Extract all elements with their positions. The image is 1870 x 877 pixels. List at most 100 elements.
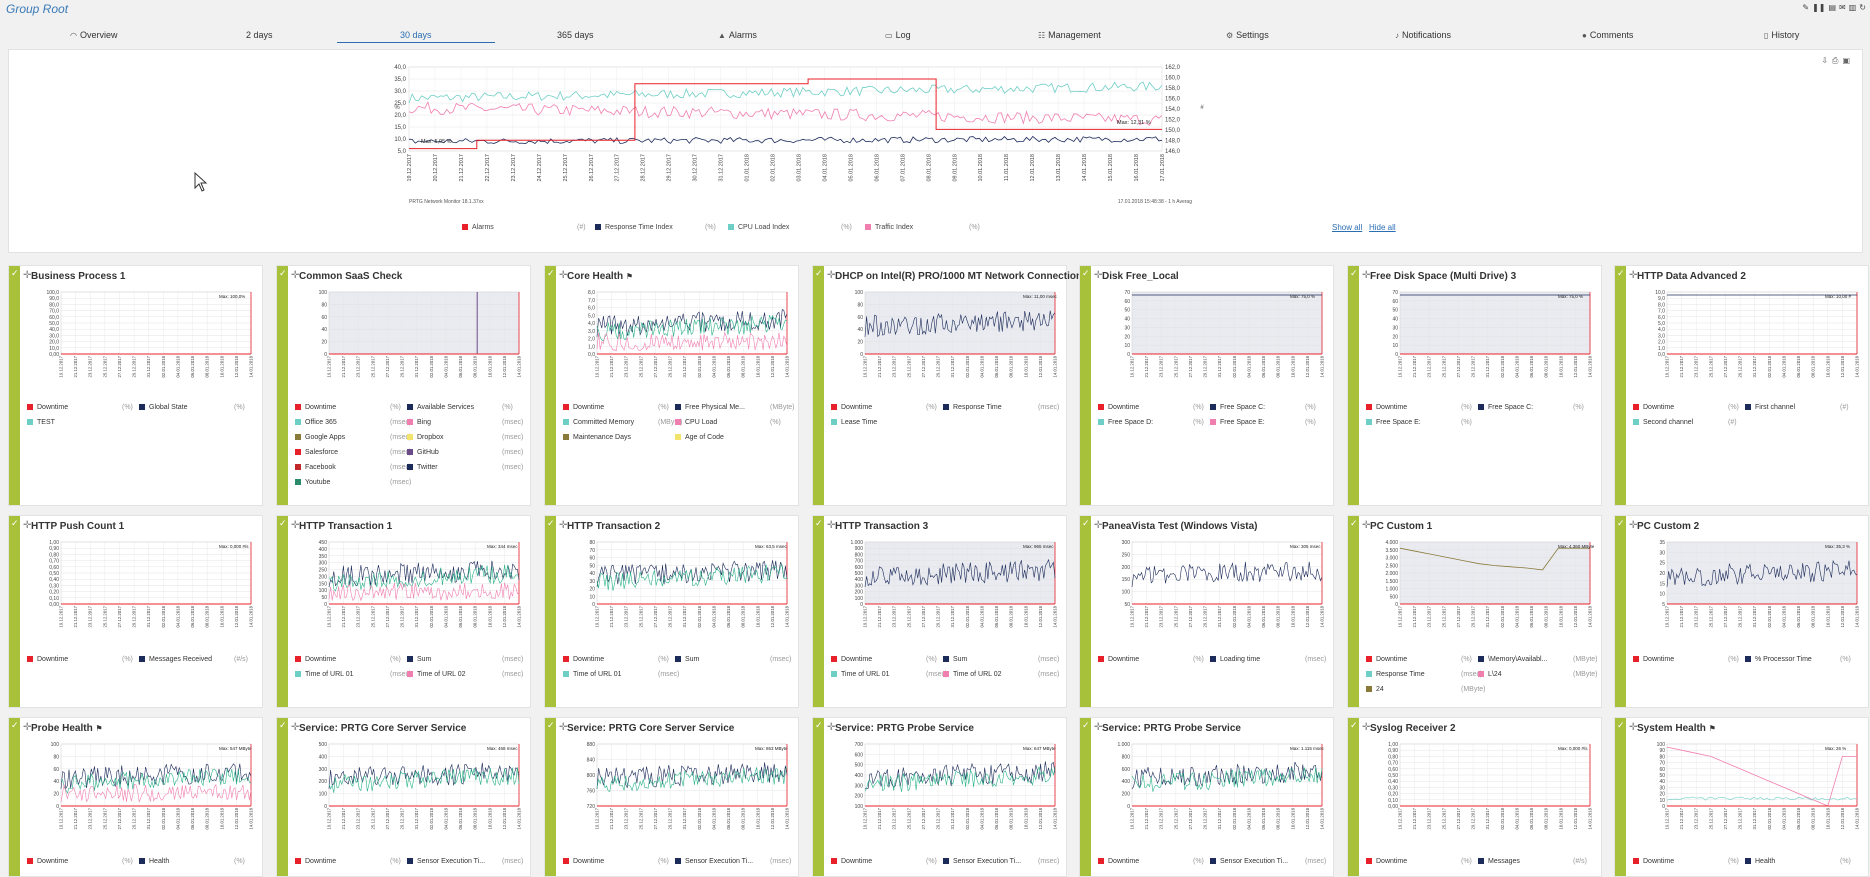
settings-icon[interactable]: ▣ bbox=[1842, 56, 1850, 65]
sensor-title[interactable]: HTTP Transaction 3 bbox=[835, 521, 929, 532]
check-icon[interactable]: ✓ bbox=[279, 518, 287, 528]
legend-item[interactable]: Sensor Execution Ti... (msec) bbox=[943, 858, 1059, 865]
legend-item[interactable]: Global State (%) bbox=[139, 404, 245, 411]
check-icon[interactable]: ✓ bbox=[547, 518, 555, 528]
legend-item[interactable]: Free Space C: (%) bbox=[1210, 404, 1316, 411]
check-icon[interactable]: ✓ bbox=[815, 720, 823, 730]
sensor-title[interactable]: Free Disk Space (Multi Drive) 3 bbox=[1370, 271, 1517, 282]
tab-history[interactable]: ▯ History bbox=[1764, 30, 1800, 40]
export-icon[interactable]: ⇩ bbox=[1821, 56, 1829, 65]
drag-handle-icon[interactable]: ✛ bbox=[23, 270, 32, 281]
print-icon[interactable]: ⎙ bbox=[1832, 56, 1839, 65]
legend-item[interactable]: Salesforce (msec) bbox=[295, 449, 411, 456]
legend-item[interactable]: Downtime (%) bbox=[1633, 404, 1739, 411]
legend-item[interactable]: Free Space E: (%) bbox=[1210, 419, 1316, 426]
legend-item[interactable]: Downtime (%) bbox=[1366, 858, 1472, 865]
sensor-card[interactable]: ✓ ✛ Service: PRTG Probe Service 700 600 500 40… bbox=[812, 717, 1067, 877]
legend-item[interactable]: Loading time (msec) bbox=[1210, 656, 1326, 663]
legend-item[interactable]: Dropbox (msec) bbox=[407, 434, 523, 441]
sensor-mini-graph[interactable]: 70 60 50 40 30 20 10 019.12.2017 21.12.2017 23.12… bbox=[1378, 286, 1603, 396]
sensor-mini-graph[interactable]: 500 400 300 200 100 019.12.2017 21.12.2017 23.1… bbox=[307, 738, 532, 848]
drag-handle-icon[interactable]: ✛ bbox=[1094, 270, 1103, 281]
sensor-title[interactable]: Service: PRTG Probe Service bbox=[835, 723, 974, 734]
drag-handle-icon[interactable]: ✛ bbox=[1094, 722, 1103, 733]
check-icon[interactable]: ✓ bbox=[279, 268, 287, 278]
tab-2-days[interactable]: 2 days bbox=[246, 30, 273, 40]
tab-30-days[interactable]: 30 days bbox=[400, 30, 432, 40]
document-icon[interactable]: ▤ bbox=[1828, 3, 1837, 12]
legend-item[interactable]: \Memory\Availabl... (MByte) bbox=[1478, 656, 1598, 663]
check-icon[interactable]: ✓ bbox=[1082, 268, 1090, 278]
sensor-card[interactable]: ✓ ✛ HTTP Transaction 2 80 70 60 50 40 30 20 10 0 19.… bbox=[544, 515, 799, 708]
drag-handle-icon[interactable]: ✛ bbox=[559, 722, 568, 733]
legend-item[interactable]: Free Physical Me... (MByte) bbox=[675, 404, 795, 411]
tab-notifications[interactable]: ♪ Notifications bbox=[1395, 30, 1452, 40]
sensor-card[interactable]: ✓ ✛ Service: PRTG Core Server Service 880 84… bbox=[544, 717, 799, 877]
legend-item[interactable]: Sensor Execution Ti... (msec) bbox=[1210, 858, 1326, 865]
sensor-card[interactable]: ✓ ✛ System Health ⚑ 100 90 80 70 60 50 40 30 20 10 0 1… bbox=[1614, 717, 1869, 877]
pause-icon[interactable]: ❚❚ bbox=[1812, 3, 1826, 12]
sensor-title[interactable]: HTTP Transaction 1 bbox=[299, 521, 393, 532]
tab-management[interactable]: ☷ Management bbox=[1038, 30, 1101, 40]
sensor-card[interactable]: ✓ ✛ HTTP Push Count 1 1,00 0,90 0,80 0,70 0,60 0… bbox=[8, 515, 263, 708]
sensor-mini-graph[interactable]: 100,090,080,070,060,050,040,030,020,010,… bbox=[39, 286, 264, 396]
legend-item[interactable]: CPU Load Index bbox=[728, 224, 789, 231]
legend-item[interactable]: Downtime (%) bbox=[1633, 656, 1739, 663]
legend-item[interactable]: Sum (msec) bbox=[407, 656, 523, 663]
sensor-card[interactable]: ✓ ✛ HTTP Transaction 3 1.000 900 800 700 600 500… bbox=[812, 515, 1067, 708]
drag-handle-icon[interactable]: ✛ bbox=[827, 270, 836, 281]
sensor-mini-graph[interactable]: 10,09,08,07,06,05,04,03,02,01,00,019.12.… bbox=[1645, 286, 1870, 396]
legend-item[interactable]: Downtime (%) bbox=[831, 404, 937, 411]
sensor-title[interactable]: HTTP Data Advanced 2 bbox=[1637, 271, 1746, 282]
drag-handle-icon[interactable]: ✛ bbox=[1362, 722, 1371, 733]
tab-settings[interactable]: ⚙ Settings bbox=[1226, 30, 1269, 40]
hide-all-link[interactable]: Hide all bbox=[1369, 223, 1396, 232]
tab-log[interactable]: ▭ Log bbox=[885, 30, 911, 40]
sensor-card[interactable]: ✓ ✛ Syslog Receiver 2 1,00 0,90 0,80 0,70 0,60 0… bbox=[1347, 717, 1602, 877]
sensor-card[interactable]: ✓ ✛ PC Custom 1 4.000 3.500 3.000 2.500 2.000 1.… bbox=[1347, 515, 1602, 708]
legend-item[interactable]: Google Apps (msec) bbox=[295, 434, 411, 441]
sensor-title[interactable]: Core Health ⚑ bbox=[567, 271, 634, 282]
legend-item[interactable]: Downtime (%) bbox=[831, 858, 937, 865]
sensor-title[interactable]: Common SaaS Check bbox=[299, 271, 403, 282]
sensor-card[interactable]: ✓ ✛ Core Health ⚑ 8,0 7,0 6,0 5,0 4,0 3,0 2,0 1,0 0… bbox=[544, 265, 799, 506]
drag-handle-icon[interactable]: ✛ bbox=[559, 270, 568, 281]
legend-item[interactable]: First channel (#) bbox=[1745, 404, 1849, 411]
sensor-card[interactable]: ✓ ✛ PC Custom 2 35 30 25 20 15 10 5 19.12.2017 21.1… bbox=[1614, 515, 1869, 708]
sensor-title[interactable]: System Health ⚑ bbox=[1637, 723, 1716, 734]
sensor-title[interactable]: PC Custom 2 bbox=[1637, 521, 1700, 532]
legend-item[interactable]: Sensor Execution Ti... (msec) bbox=[675, 858, 791, 865]
check-icon[interactable]: ✓ bbox=[547, 268, 555, 278]
group-title[interactable]: Group Root bbox=[6, 2, 69, 16]
legend-item[interactable]: Downtime (%) bbox=[27, 404, 133, 411]
drag-handle-icon[interactable]: ✛ bbox=[1629, 520, 1638, 531]
sensor-mini-graph[interactable]: 100 80 60 40 20 019.12.2017 21.12.2017 23.12.20… bbox=[843, 286, 1068, 396]
drag-handle-icon[interactable]: ✛ bbox=[559, 520, 568, 531]
legend-item[interactable]: Downtime (%) bbox=[563, 858, 669, 865]
legend-item[interactable]: Sensor Execution Ti... (msec) bbox=[407, 858, 523, 865]
drag-handle-icon[interactable]: ✛ bbox=[1362, 520, 1371, 531]
sensor-card[interactable]: ✓ ✛ Service: PRTG Probe Service 1.000 800 600… bbox=[1079, 717, 1334, 877]
sensor-title[interactable]: Service: PRTG Core Server Service bbox=[567, 723, 735, 734]
legend-item[interactable]: Age of Code bbox=[675, 434, 724, 441]
legend-item[interactable]: Sum (msec) bbox=[675, 656, 791, 663]
drag-handle-icon[interactable]: ✛ bbox=[827, 520, 836, 531]
legend-item[interactable]: Messages Received (#/s) bbox=[139, 656, 248, 663]
check-icon[interactable]: ✓ bbox=[1350, 518, 1358, 528]
mail-icon[interactable]: ✉ bbox=[1839, 3, 1846, 12]
tab-comments[interactable]: ● Comments bbox=[1582, 30, 1634, 40]
sensor-title[interactable]: DHCP on Intel(R) PRO/1000 MT Network Con… bbox=[835, 271, 1083, 282]
legend-item[interactable]: Twitter (msec) bbox=[407, 464, 523, 471]
wrench-icon[interactable]: ✎ bbox=[1802, 3, 1810, 12]
legend-item[interactable]: Downtime (%) bbox=[295, 656, 401, 663]
sensor-card[interactable]: ✓ ✛ Probe Health ⚑ 100 80 60 40 20 0 19.12.2017 21… bbox=[8, 717, 263, 877]
refresh-icon[interactable]: ↻ bbox=[1859, 3, 1866, 12]
drag-handle-icon[interactable]: ✛ bbox=[291, 270, 300, 281]
show-all-link[interactable]: Show all bbox=[1332, 223, 1363, 232]
legend-item[interactable]: Messages (#/s) bbox=[1478, 858, 1587, 865]
legend-item[interactable]: Downtime (%) bbox=[1098, 656, 1204, 663]
check-icon[interactable]: ✓ bbox=[815, 518, 823, 528]
